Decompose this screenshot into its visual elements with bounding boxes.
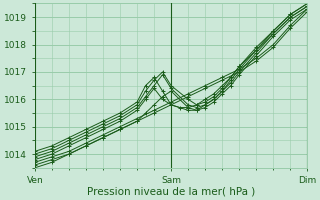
X-axis label: Pression niveau de la mer( hPa ): Pression niveau de la mer( hPa ) — [87, 187, 255, 197]
